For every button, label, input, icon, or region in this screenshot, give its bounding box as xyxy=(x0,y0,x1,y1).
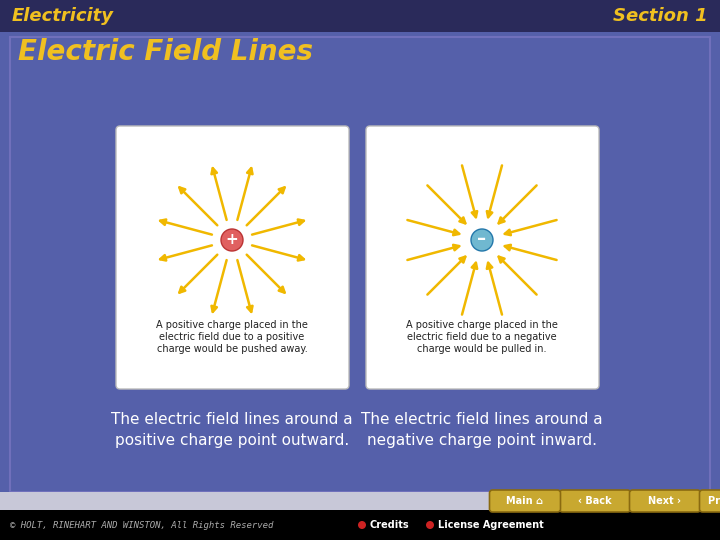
Text: +: + xyxy=(225,232,238,246)
FancyBboxPatch shape xyxy=(0,492,720,510)
FancyBboxPatch shape xyxy=(490,490,560,512)
Text: Electricity: Electricity xyxy=(12,7,114,25)
FancyBboxPatch shape xyxy=(10,37,710,492)
Text: Next ›: Next › xyxy=(649,496,682,506)
Text: Section 1: Section 1 xyxy=(613,7,708,25)
FancyBboxPatch shape xyxy=(700,490,720,512)
Text: A positive charge placed in the
electric field due to a positive
charge would be: A positive charge placed in the electric… xyxy=(156,320,308,354)
FancyBboxPatch shape xyxy=(629,490,701,512)
Text: Preview ⌂: Preview ⌂ xyxy=(708,496,720,506)
FancyBboxPatch shape xyxy=(559,490,631,512)
Text: The electric field lines around a
positive charge point outward.: The electric field lines around a positi… xyxy=(111,412,353,448)
Text: © HOLT, RINEHART AND WINSTON, All Rights Reserved: © HOLT, RINEHART AND WINSTON, All Rights… xyxy=(10,521,274,530)
Circle shape xyxy=(358,521,366,529)
FancyBboxPatch shape xyxy=(0,510,720,540)
Text: A positive charge placed in the
electric field due to a negative
charge would be: A positive charge placed in the electric… xyxy=(406,320,558,354)
Text: Electric Field Lines: Electric Field Lines xyxy=(18,38,313,66)
Text: Credits: Credits xyxy=(370,520,410,530)
Text: –: – xyxy=(477,230,487,248)
Circle shape xyxy=(426,521,434,529)
FancyBboxPatch shape xyxy=(366,126,599,389)
Text: ‹ Back: ‹ Back xyxy=(578,496,612,506)
FancyBboxPatch shape xyxy=(116,126,349,389)
Text: Main ⌂: Main ⌂ xyxy=(506,496,544,506)
Text: License Agreement: License Agreement xyxy=(438,520,544,530)
Circle shape xyxy=(221,229,243,251)
Text: The electric field lines around a
negative charge point inward.: The electric field lines around a negati… xyxy=(361,412,603,448)
Circle shape xyxy=(471,229,493,251)
FancyBboxPatch shape xyxy=(0,0,720,32)
